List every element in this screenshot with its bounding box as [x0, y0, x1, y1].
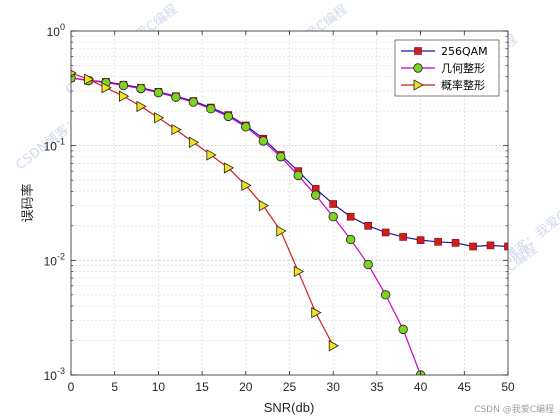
- legend-marker: [413, 79, 424, 91]
- data-point: [399, 233, 407, 241]
- data-point: [118, 80, 129, 91]
- data-point: [84, 73, 95, 85]
- data-point: [363, 259, 373, 270]
- y-tick-label: 10-2: [44, 251, 65, 268]
- x-tick-label: 35: [370, 380, 384, 394]
- data-point: [398, 324, 408, 335]
- data-point: [188, 136, 200, 148]
- x-tick-label: 40: [414, 380, 428, 394]
- data-point: [206, 149, 217, 161]
- series-3: [71, 69, 340, 352]
- legend-label: 几何整形: [441, 61, 485, 75]
- series-line: [71, 72, 334, 347]
- footer-watermark: CSDN @我爱C编程: [474, 403, 554, 415]
- data-point: [329, 200, 338, 208]
- data-point: [136, 100, 147, 113]
- y-tick-label: 10-3: [44, 366, 65, 383]
- data-point: [223, 111, 234, 122]
- data-point: [328, 340, 340, 352]
- data-point: [328, 212, 338, 222]
- data-point: [136, 83, 146, 94]
- data-point: [276, 152, 286, 162]
- x-tick-label: 30: [327, 380, 341, 394]
- data-point: [311, 190, 321, 200]
- data-point: [153, 87, 164, 98]
- data-point: [380, 290, 391, 300]
- data-point: [276, 225, 287, 237]
- data-point: [258, 136, 268, 146]
- data-point: [504, 242, 508, 251]
- data-point: [345, 234, 356, 245]
- x-tick-label: 10: [152, 380, 166, 394]
- data-point: [241, 122, 251, 132]
- data-point: [469, 242, 477, 251]
- data-point: [171, 123, 182, 136]
- data-point: [346, 212, 355, 221]
- data-point: [311, 306, 322, 319]
- data-point: [258, 199, 270, 212]
- data-point: [293, 170, 303, 181]
- data-point: [153, 112, 165, 124]
- data-point: [451, 239, 460, 247]
- x-tick-label: 25: [283, 380, 297, 394]
- data-point: [119, 90, 130, 102]
- series-2: [71, 73, 426, 375]
- x-tick-label: 0: [68, 380, 75, 394]
- x-tick-label: 45: [458, 380, 472, 394]
- y-axis: 100 10-1 10-2 10-3: [44, 22, 508, 383]
- x-axis: 0 5 10 15 20 25 30 35 40 45 50: [68, 31, 515, 394]
- data-point: [71, 73, 76, 83]
- data-point: [364, 222, 372, 230]
- data-point: [171, 92, 181, 102]
- series-layer: [71, 69, 508, 375]
- data-point: [486, 241, 495, 250]
- legend-marker: [414, 47, 422, 55]
- data-point: [206, 104, 216, 114]
- data-point: [188, 97, 199, 107]
- x-tick-label: 20: [239, 380, 253, 394]
- legend-label: 概率整形: [441, 78, 485, 92]
- data-point: [416, 236, 425, 244]
- x-tick-label: 5: [111, 380, 118, 394]
- data-point: [223, 162, 235, 174]
- data-point: [71, 69, 77, 77]
- data-point: [241, 179, 252, 192]
- legend-marker: [413, 63, 423, 73]
- y-tick-label: 10-1: [44, 137, 65, 154]
- x-tick-label: 15: [195, 380, 209, 394]
- data-point: [434, 238, 442, 246]
- y-axis-label: 误码率: [20, 183, 35, 222]
- x-axis-label: SNR(db): [264, 400, 315, 415]
- legend-label: 256QAM: [441, 45, 488, 58]
- x-tick-label: 50: [501, 380, 515, 394]
- data-point: [101, 82, 112, 94]
- y-tick-label: 100: [47, 22, 65, 39]
- data-point: [381, 228, 390, 237]
- data-point: [293, 265, 305, 278]
